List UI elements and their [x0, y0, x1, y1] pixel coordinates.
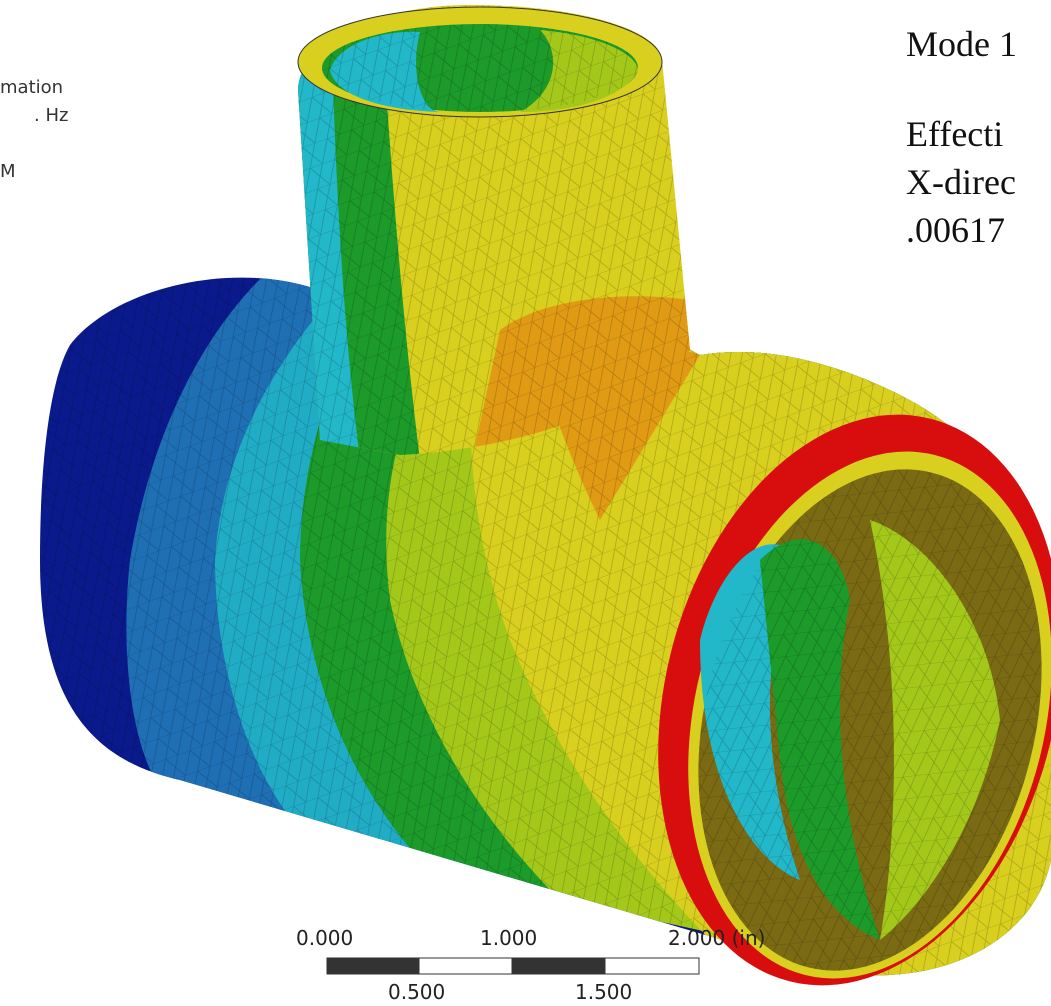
scale-bar — [326, 957, 700, 975]
legend-frequency: . Hz — [34, 105, 69, 126]
legend-date: M — [0, 161, 16, 182]
branch-opening — [297, 6, 663, 118]
scale-label-0: 0.000 — [296, 926, 354, 950]
scale-label-1: 1.000 — [480, 926, 538, 950]
scale-label-2: 2.000 (in) — [668, 926, 766, 950]
scale-label-0-5: 0.500 — [388, 980, 446, 1004]
pipe-opening — [658, 414, 1051, 986]
mode-title: Mode 1 — [906, 24, 1017, 64]
direction-label: X-direc — [906, 162, 1016, 202]
effective-mass-label: Effecti — [906, 114, 1004, 154]
scale-label-1-5: 1.500 — [575, 980, 633, 1004]
effective-mass-value: .00617 — [906, 210, 1005, 250]
legend-title: mation — [0, 77, 64, 98]
